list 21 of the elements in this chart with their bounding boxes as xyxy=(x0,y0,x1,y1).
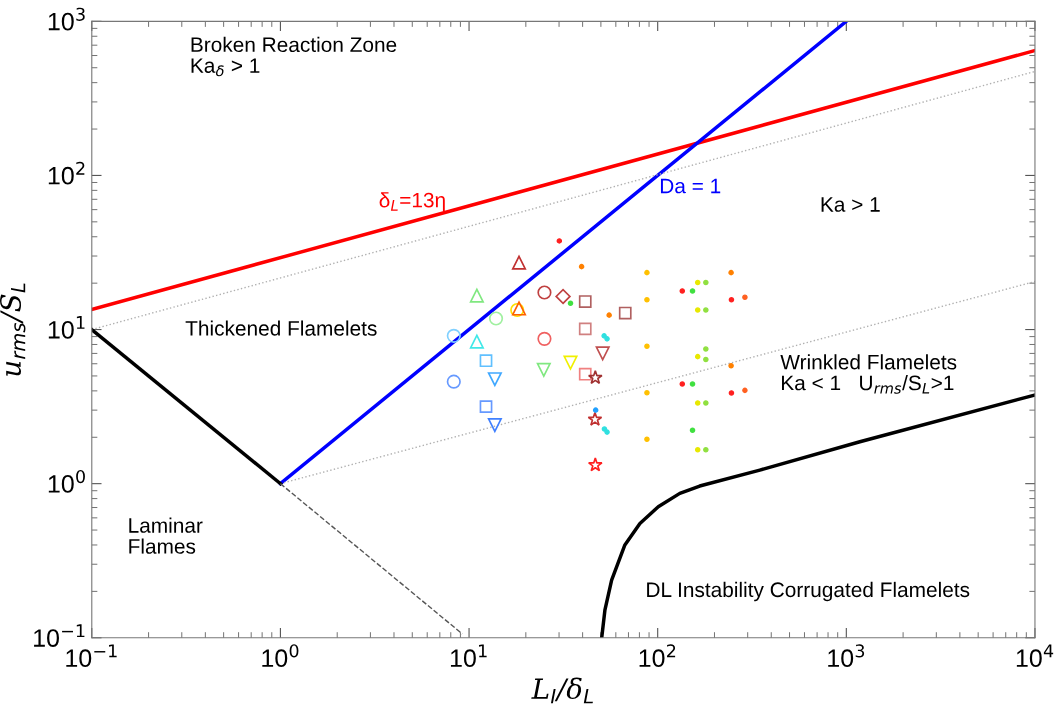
annotation: Thickened Flamelets xyxy=(185,320,377,336)
y-axis-title: u$_{rms}$/S$_{L}$ xyxy=(0,283,26,376)
y-tick-label: 10$^{2}$ xyxy=(48,161,85,185)
y-tick-label: 10$^{0}$ xyxy=(48,469,85,493)
annotation: Broken Reaction Zone Ka$_{δ}$ > 1 xyxy=(191,36,397,77)
y-tick-label: 10$^{3}$ xyxy=(48,7,85,31)
x-tick-label: 10$^{−1}$ xyxy=(66,644,117,668)
x-tick-label: 10$^{4}$ xyxy=(1016,644,1054,668)
x-axis-title: L$_{I}$/δ$_{L}$ xyxy=(531,677,593,704)
annotation: DL Instability Corrugated Flamelets xyxy=(647,581,970,602)
x-tick-label: 10$^{3}$ xyxy=(828,644,865,668)
series-label: Da = 1 xyxy=(660,178,721,194)
series-label: δ$_{L}$=13η xyxy=(379,192,445,212)
y-tick-label: 10$^{−1}$ xyxy=(34,624,85,647)
x-tick-label: 10$^{1}$ xyxy=(450,644,487,668)
x-tick-label: 10$^{0}$ xyxy=(262,644,299,668)
x-tick-label: 10$^{2}$ xyxy=(639,644,676,668)
annotation: Laminar Flames xyxy=(129,517,203,554)
annotation: Ka > 1 xyxy=(821,197,880,212)
annotation: Wrinkled Flamelets Ka < 1 U$_{rms}$/S$_{L}$>1 xyxy=(780,354,957,394)
y-tick-label: 10$^{1}$ xyxy=(48,316,85,339)
